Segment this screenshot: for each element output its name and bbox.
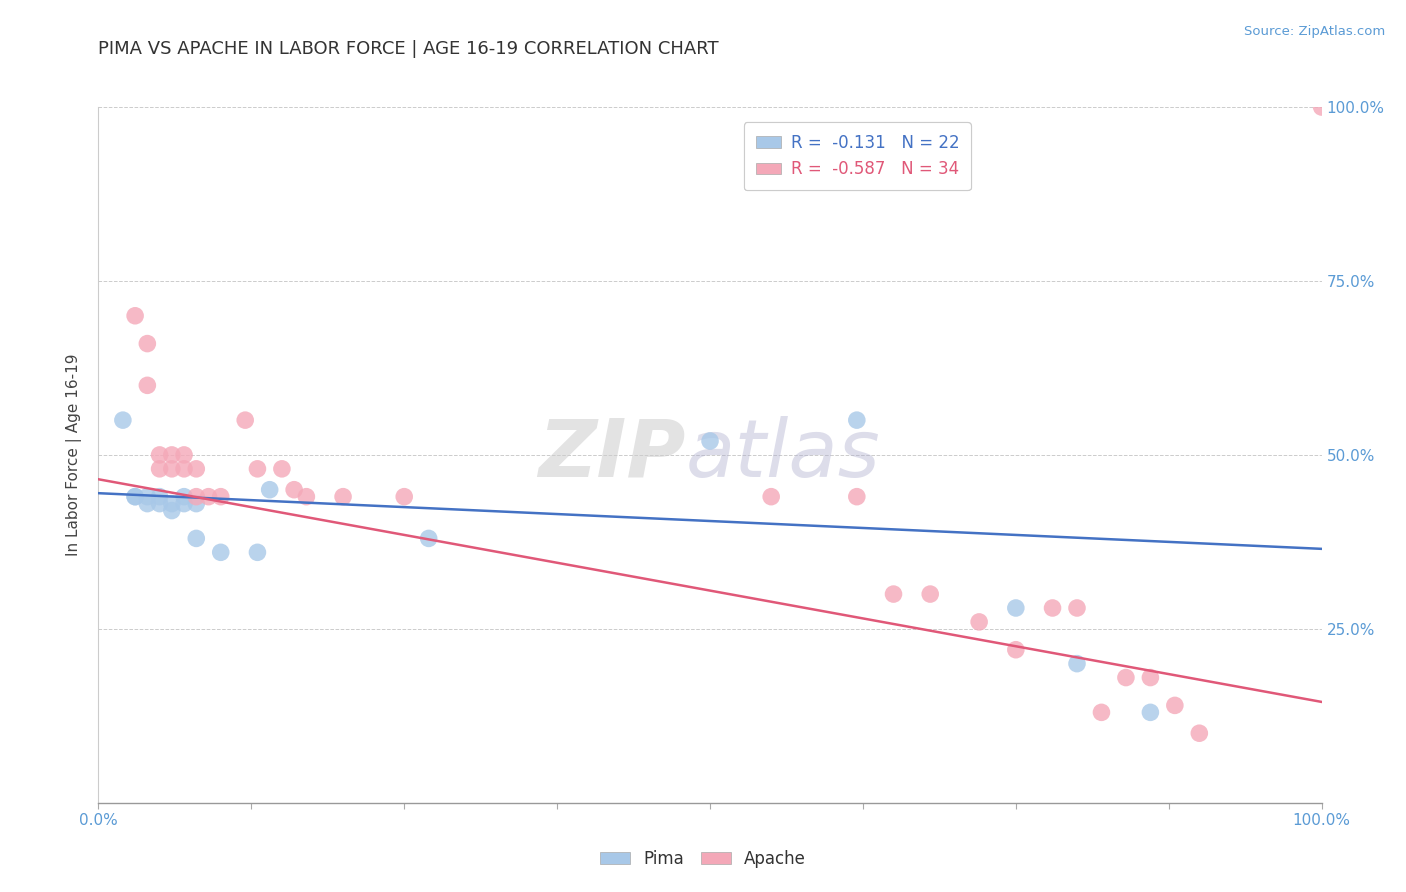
Point <box>1004 642 1026 657</box>
Point <box>111 413 134 427</box>
Legend: Pima, Apache: Pima, Apache <box>593 844 813 875</box>
Point <box>246 462 269 476</box>
Point <box>209 490 232 504</box>
Point <box>1090 706 1112 720</box>
Point <box>246 545 269 559</box>
Point <box>418 532 440 546</box>
Text: ZIP: ZIP <box>538 416 686 494</box>
Point <box>283 483 305 497</box>
Point <box>1004 601 1026 615</box>
Point <box>186 532 208 546</box>
Point <box>845 490 868 504</box>
Point <box>1188 726 1211 740</box>
Point <box>845 413 868 427</box>
Point <box>173 462 195 476</box>
Point <box>1139 671 1161 685</box>
Point <box>761 490 783 504</box>
Point <box>149 448 172 462</box>
Y-axis label: In Labor Force | Age 16-19: In Labor Force | Age 16-19 <box>66 353 83 557</box>
Point <box>173 497 195 511</box>
Point <box>173 490 195 504</box>
Point <box>1139 706 1161 720</box>
Point <box>149 462 172 476</box>
Point <box>209 545 232 559</box>
Point <box>124 490 146 504</box>
Point <box>160 497 183 511</box>
Point <box>259 483 281 497</box>
Text: Source: ZipAtlas.com: Source: ZipAtlas.com <box>1244 25 1385 38</box>
Point <box>883 587 905 601</box>
Point <box>160 503 183 517</box>
Point <box>186 490 208 504</box>
Point <box>136 490 159 504</box>
Point <box>1310 100 1333 114</box>
Point <box>1164 698 1187 713</box>
Point <box>270 462 294 476</box>
Point <box>967 615 990 629</box>
Point <box>149 490 172 504</box>
Point <box>136 497 159 511</box>
Point <box>1066 657 1088 671</box>
Point <box>197 490 219 504</box>
Point <box>1066 601 1088 615</box>
Point <box>186 497 208 511</box>
Point <box>136 336 159 351</box>
Point <box>124 490 146 504</box>
Point <box>920 587 942 601</box>
Point <box>160 462 183 476</box>
Point <box>699 434 721 448</box>
Text: atlas: atlas <box>686 416 880 494</box>
Point <box>136 378 159 392</box>
Point <box>160 448 183 462</box>
Point <box>149 497 172 511</box>
Point <box>233 413 256 427</box>
Point <box>1042 601 1064 615</box>
Point <box>392 490 416 504</box>
Point <box>1115 671 1137 685</box>
Text: PIMA VS APACHE IN LABOR FORCE | AGE 16-19 CORRELATION CHART: PIMA VS APACHE IN LABOR FORCE | AGE 16-1… <box>98 40 718 58</box>
Legend: R =  -0.131   N = 22, R =  -0.587   N = 34: R = -0.131 N = 22, R = -0.587 N = 34 <box>744 122 970 190</box>
Point <box>124 309 146 323</box>
Point <box>332 490 354 504</box>
Point <box>186 462 208 476</box>
Point <box>295 490 318 504</box>
Point <box>173 448 195 462</box>
